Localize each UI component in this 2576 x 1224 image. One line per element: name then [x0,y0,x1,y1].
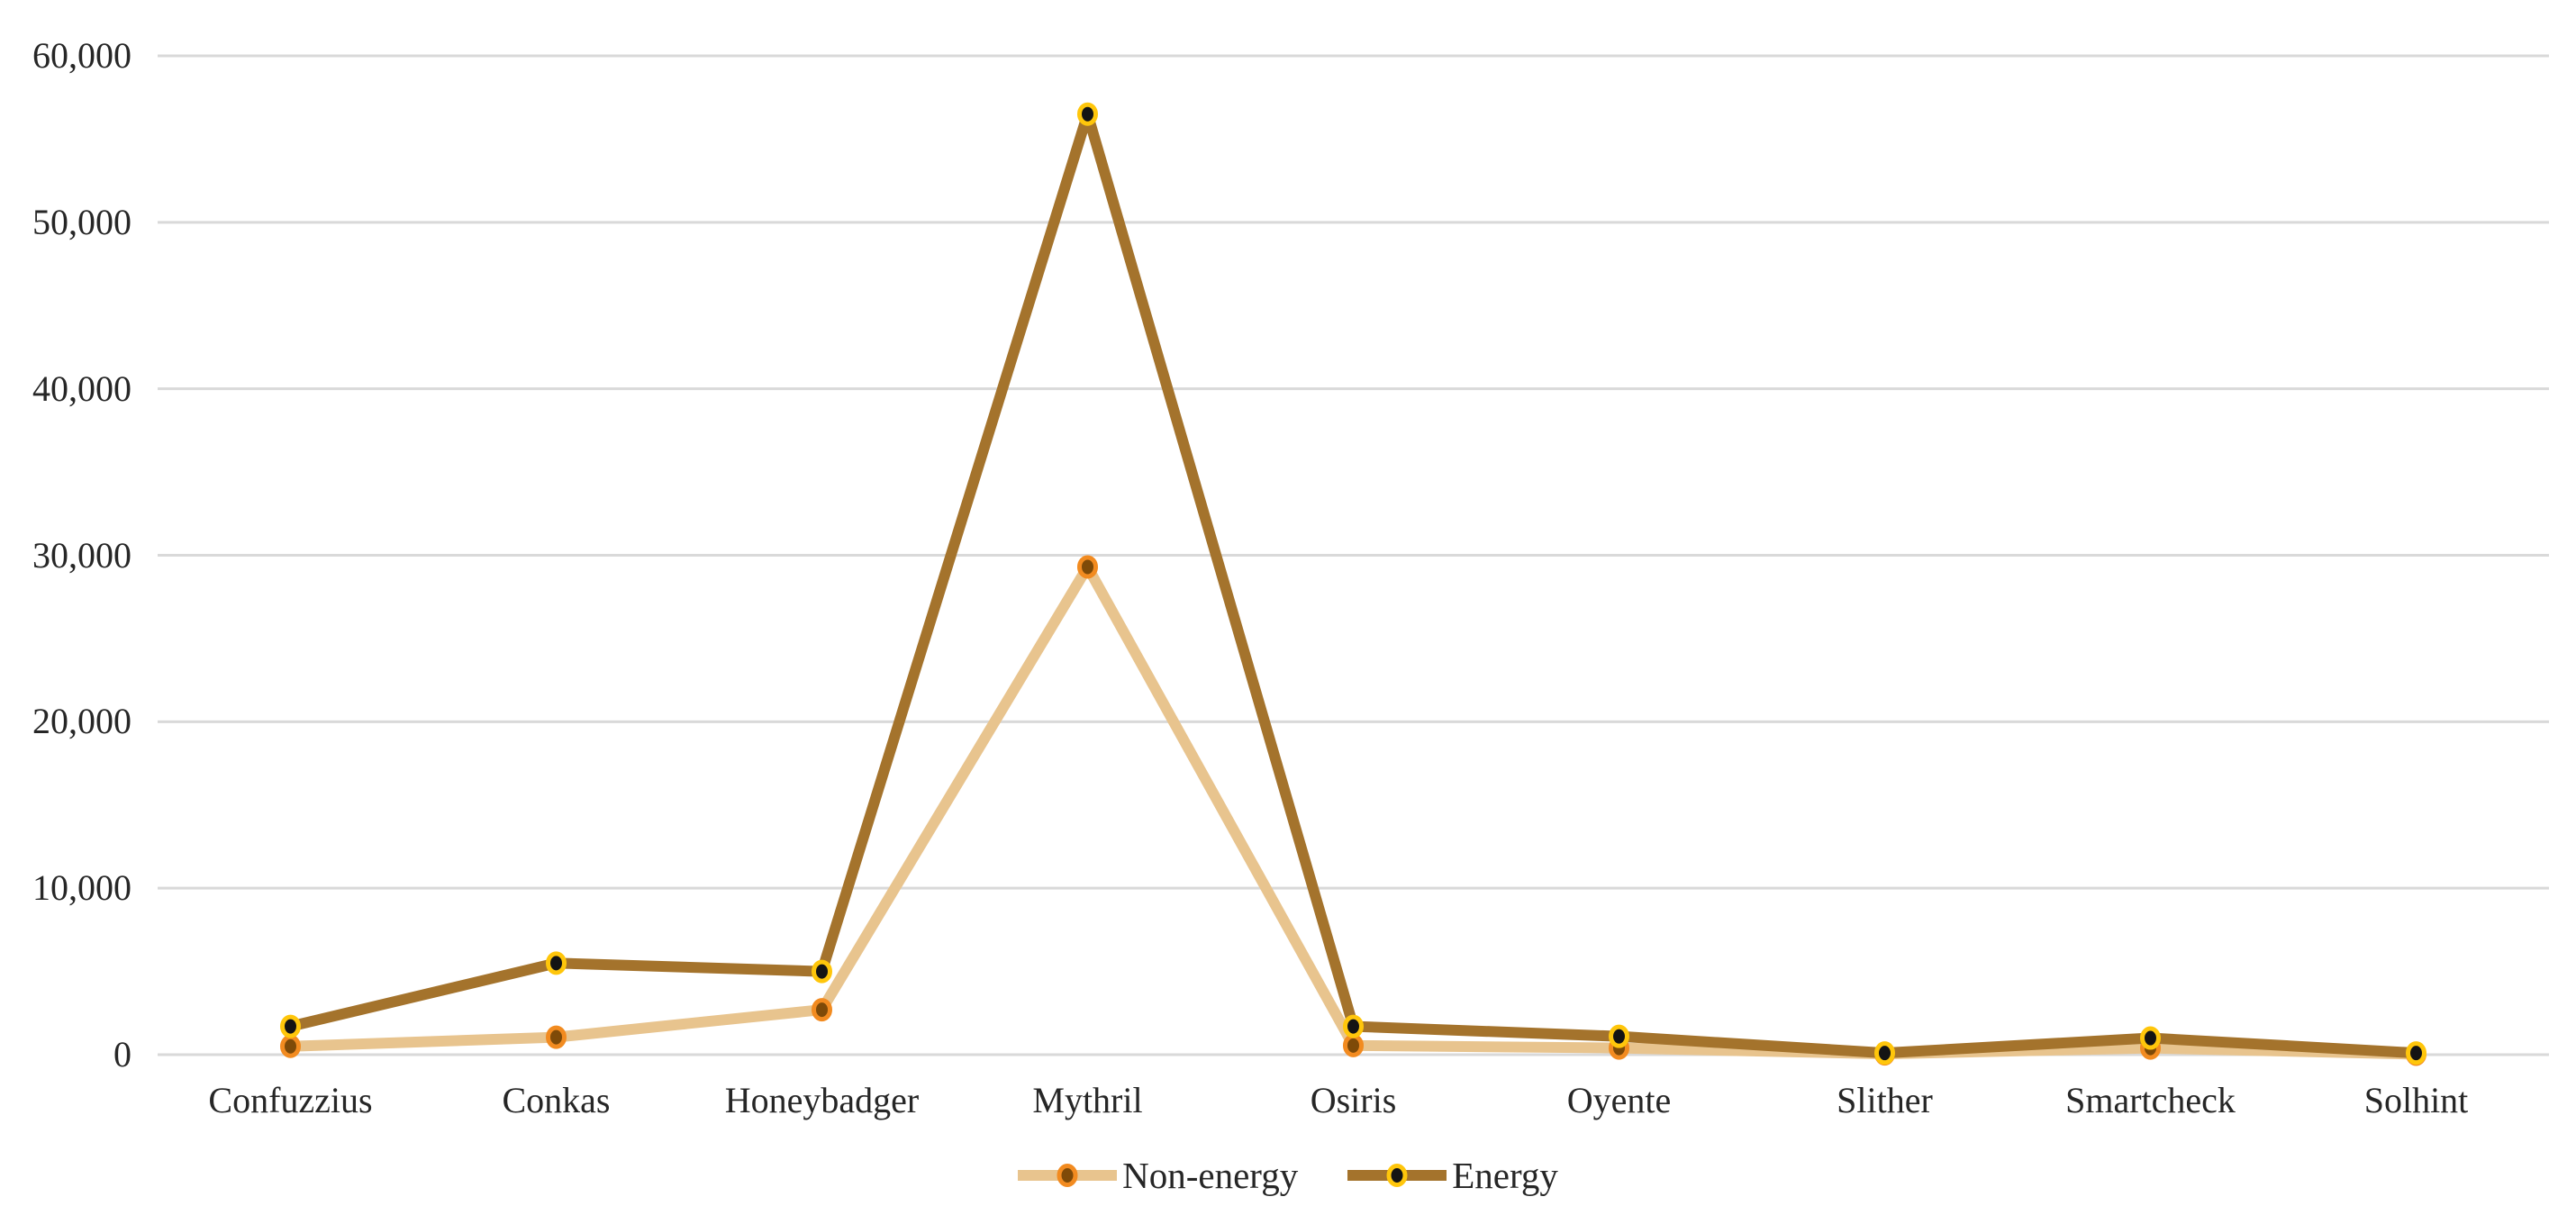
x-category-label: Oyente [1566,1080,1672,1120]
data-point-marker-energy [2406,1041,2426,1065]
data-point-marker-energy [546,951,567,975]
data-point-marker-energy [1343,1014,1364,1038]
legend-label-non-energy: Non-energy [1122,1155,1299,1196]
y-tick-label: 40,000 [32,367,132,409]
data-point-marker-energy [1077,102,1098,126]
data-point-marker-energy [1874,1041,1895,1065]
x-category-label: Mythril [1032,1080,1143,1120]
data-point-marker-non-energy [546,1025,567,1049]
legend-label-energy: Energy [1452,1155,1558,1196]
chart-legend: Non-energy Energy [0,1154,2576,1197]
x-category-label: Osiris [1310,1080,1397,1120]
y-tick-label: 30,000 [32,534,132,576]
data-point-marker-energy [1609,1024,1629,1048]
y-tick-label: 50,000 [32,201,132,242]
y-tick-label: 10,000 [32,867,132,909]
series-line-non-energy [285,561,2422,1060]
x-category-label: Solhint [2363,1080,2469,1120]
x-category-label: Confuzzius [208,1080,373,1120]
y-tick-label: 20,000 [32,701,132,742]
data-point-marker-energy [2140,1026,2161,1050]
data-point-marker-non-energy [812,998,832,1022]
legend-item-non-energy: Non-energy [1018,1154,1298,1197]
data-point-marker-non-energy [1343,1033,1364,1057]
series-line-energy [285,108,2422,1059]
y-tick-label: 0 [113,1034,132,1074]
data-point-marker-non-energy [280,1034,301,1058]
x-category-label: Smartcheck [2065,1080,2236,1120]
x-category-label: Conkas [502,1080,611,1120]
legend-swatch-non-energy-icon [1018,1164,1118,1187]
data-point-marker-energy [280,1014,301,1038]
x-category-label: Slither [1837,1080,1933,1120]
data-point-marker-energy [812,959,832,984]
data-point-marker-non-energy [1077,555,1098,579]
y-tick-label: 60,000 [32,35,132,76]
legend-item-energy: Energy [1347,1154,1558,1197]
legend-swatch-energy-icon [1347,1164,1447,1187]
x-category-label: Honeybadger [724,1080,920,1120]
